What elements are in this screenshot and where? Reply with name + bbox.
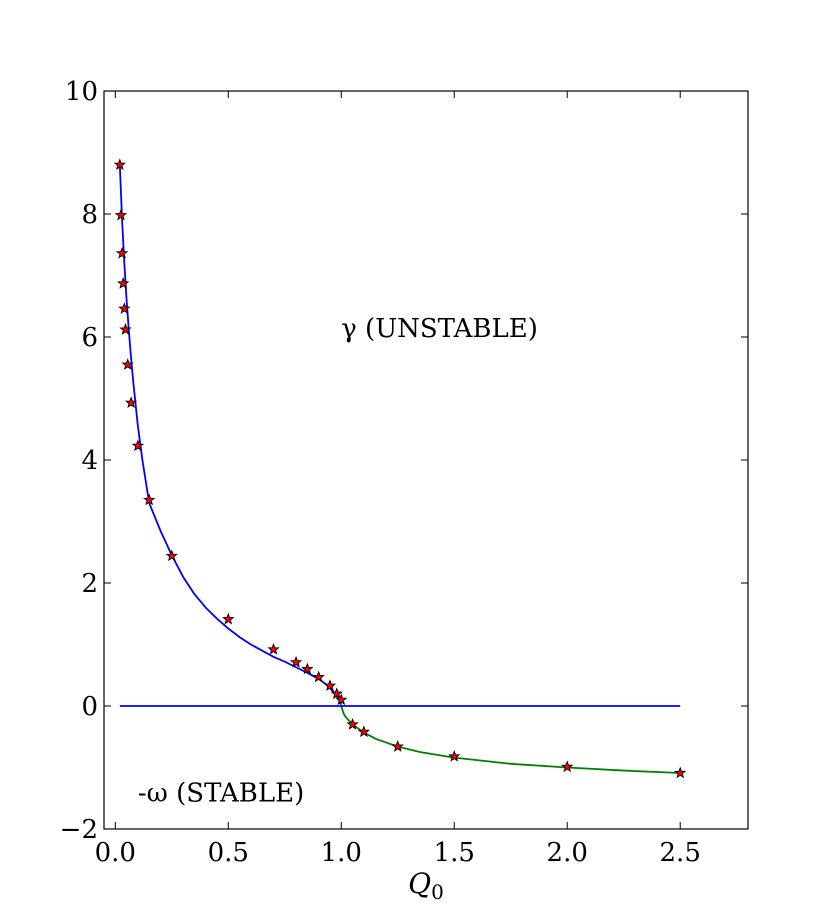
data-point-marker: [289, 655, 303, 668]
x-tick-label: 0.0: [95, 838, 136, 868]
y-tick-label: 2: [81, 569, 98, 599]
x-axis-label-subscript: 0: [431, 880, 444, 904]
annotation-label: γ (UNSTABLE): [341, 314, 538, 344]
axis-ticks: 0.0 0.5 1.0 1.5 2.0 2.5 −2 0 2 4 6 8 10: [60, 77, 748, 868]
data-point-marker: [346, 717, 359, 730]
y-tick-label: 0: [81, 692, 98, 722]
data-point-marker: [674, 766, 687, 779]
x-tick-label: 2.0: [547, 838, 588, 868]
x-tick-label: 1.0: [321, 838, 362, 868]
data-point-marker: [267, 642, 280, 655]
data-point-marker: [113, 158, 126, 171]
x-axis-label: Q0: [408, 867, 444, 904]
data-point-marker: [448, 749, 461, 762]
y-tick-label: 6: [81, 323, 98, 353]
x-tick-label: 0.5: [208, 838, 249, 868]
data-point-marker: [165, 549, 178, 562]
data-point-marker: [119, 323, 132, 335]
y-tick-label: −2: [60, 815, 98, 845]
data-point-marker: [391, 740, 404, 752]
annotation-label: -ω (STABLE): [138, 778, 304, 808]
data-point-marker: [301, 662, 314, 675]
x-tick-label: 2.5: [660, 838, 701, 868]
data-point-marker: [121, 358, 134, 370]
data-point-marker: [323, 679, 337, 691]
plot-frame: [103, 90, 749, 830]
annotations: γ (UNSTABLE) -ω (STABLE): [138, 314, 538, 808]
x-axis-label-main: Q: [408, 867, 431, 900]
series-line-0: [118, 164, 343, 706]
data-point-marker: [561, 760, 574, 773]
data-point-marker: [357, 725, 371, 738]
series-line-1: [340, 705, 681, 774]
y-tick-label: 8: [81, 200, 98, 230]
data-point-marker: [330, 687, 343, 699]
data-point-marker: [114, 208, 128, 221]
y-tick-label: 4: [81, 446, 98, 476]
data-point-marker: [222, 612, 235, 625]
data-point-marker: [335, 693, 348, 706]
x-tick-label: 1.5: [434, 838, 475, 868]
y-tick-label: 10: [65, 77, 98, 107]
data-point-marker: [117, 277, 130, 289]
data-point-marker: [124, 396, 138, 409]
data-point-marker: [312, 670, 325, 683]
plot-area: [113, 158, 687, 779]
data-point-marker: [143, 493, 156, 506]
data-point-marker: [115, 246, 129, 259]
data-point-marker: [118, 302, 131, 314]
data-point-marker: [131, 439, 145, 452]
